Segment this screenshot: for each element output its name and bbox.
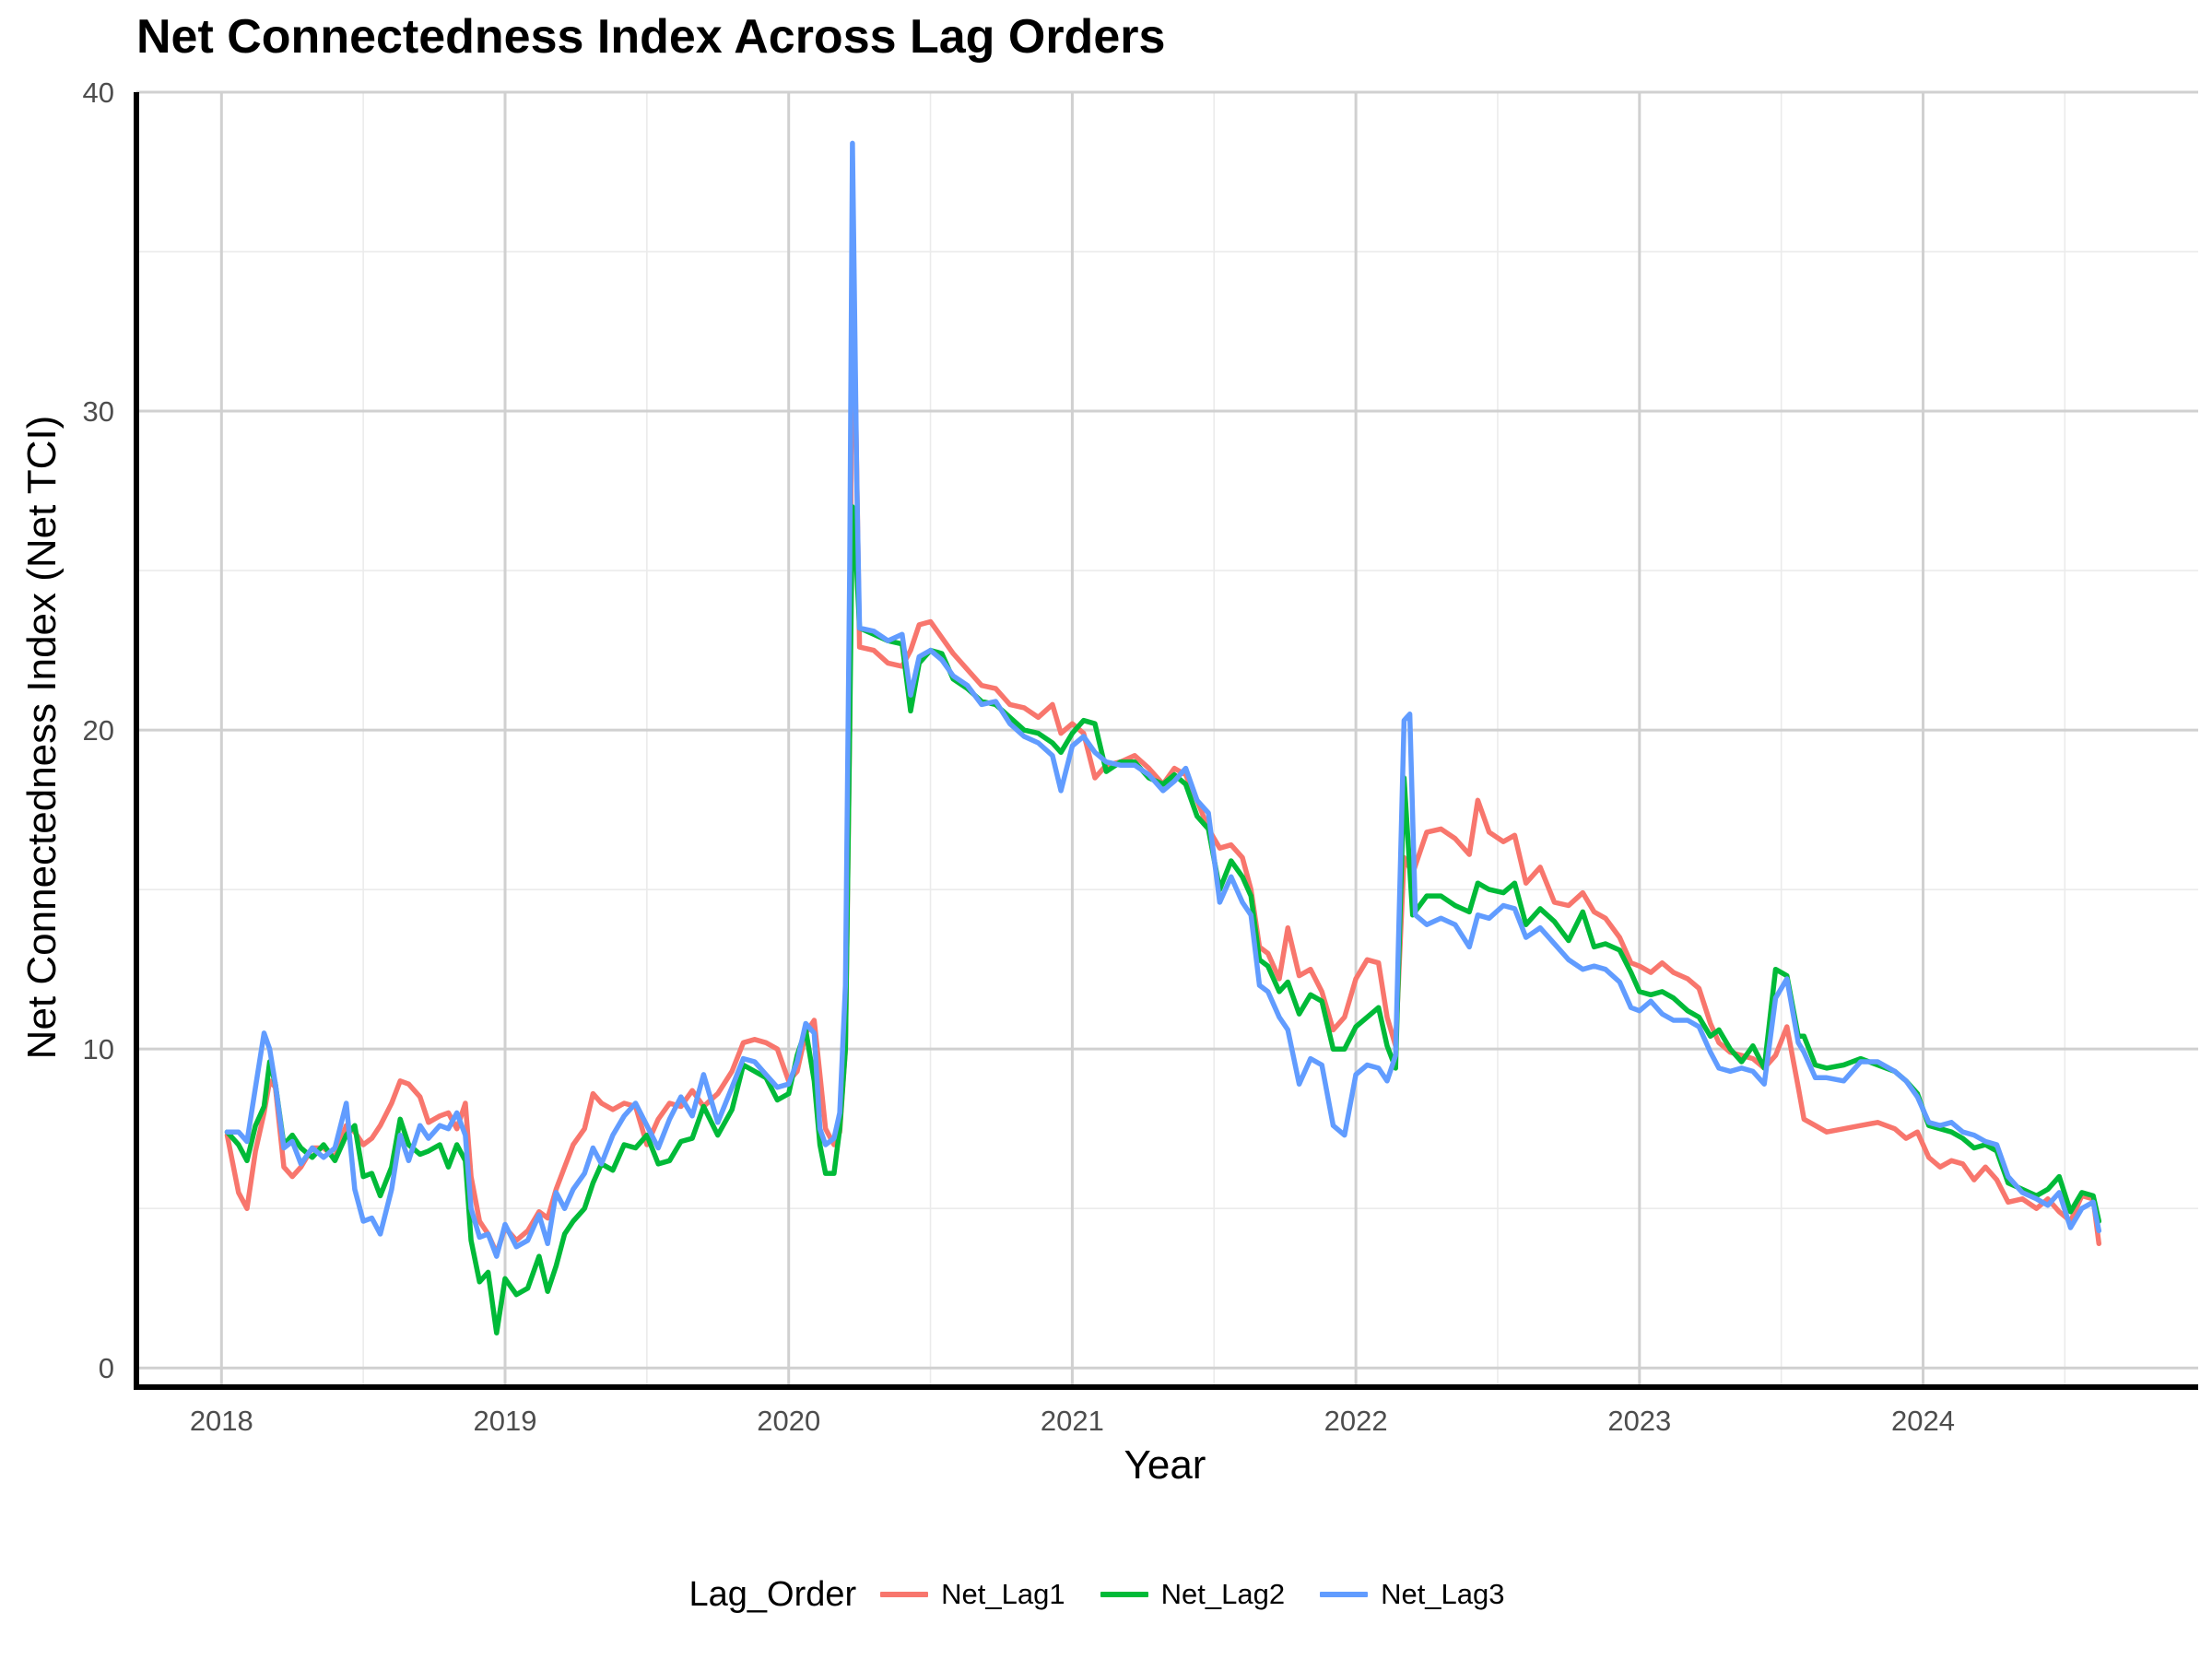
x-tick-label: 2019: [474, 1405, 537, 1437]
x-tick-label: 2020: [757, 1405, 820, 1437]
series-line-net-lag3: [224, 140, 2102, 1259]
legend-swatch: [1320, 1592, 1369, 1597]
legend-label: Net_Lag1: [941, 1578, 1065, 1610]
x-tick-label: 2021: [1041, 1405, 1104, 1437]
y-tick-label: 10: [83, 1033, 114, 1065]
legend-item-net-lag3: Net_Lag3: [1320, 1578, 1505, 1611]
grid-major: [136, 90, 2198, 1387]
y-tick-label: 30: [83, 395, 114, 428]
x-axis-title: Year: [1124, 1442, 1206, 1488]
grid-minor: [136, 92, 2198, 1387]
legend-label: Net_Lag2: [1160, 1578, 1286, 1610]
y-axis-title: Net Connectedness Index (Net TCI): [19, 416, 65, 1060]
x-tick-label: 2018: [190, 1405, 253, 1437]
y-tick-label: 40: [83, 76, 114, 109]
y-tick-labels: 0 10 20 30 40: [83, 76, 114, 1384]
x-tick-label: 2022: [1324, 1405, 1388, 1437]
series-line-net-lag2: [224, 504, 2102, 1335]
legend-swatch: [1100, 1592, 1148, 1597]
legend-item-net-lag2: Net_Lag2: [1100, 1578, 1285, 1611]
x-tick-label: 2023: [1607, 1405, 1671, 1437]
axes-layer: [134, 92, 2198, 1390]
legend: Lag_Order Net_Lag1 Net_Lag2 Net_Lag3: [0, 1567, 2212, 1622]
legend-label: Net_Lag3: [1381, 1578, 1505, 1610]
chart-title: Net Connectedness Index Across Lag Order…: [136, 10, 1166, 64]
y-tick-label: 20: [83, 714, 114, 747]
series-layer: [224, 140, 2102, 1335]
legend-item-net-lag1: Net_Lag1: [880, 1578, 1065, 1611]
series-line-net-lag1: [224, 217, 2102, 1256]
legend-swatch: [880, 1592, 929, 1597]
legend-title: Lag_Order: [688, 1574, 857, 1614]
x-tick-labels: 2018 2019 2020 2021 2022 2023 2024: [190, 1405, 1955, 1437]
y-tick-label: 0: [99, 1352, 114, 1384]
x-tick-label: 2024: [1891, 1405, 1955, 1437]
